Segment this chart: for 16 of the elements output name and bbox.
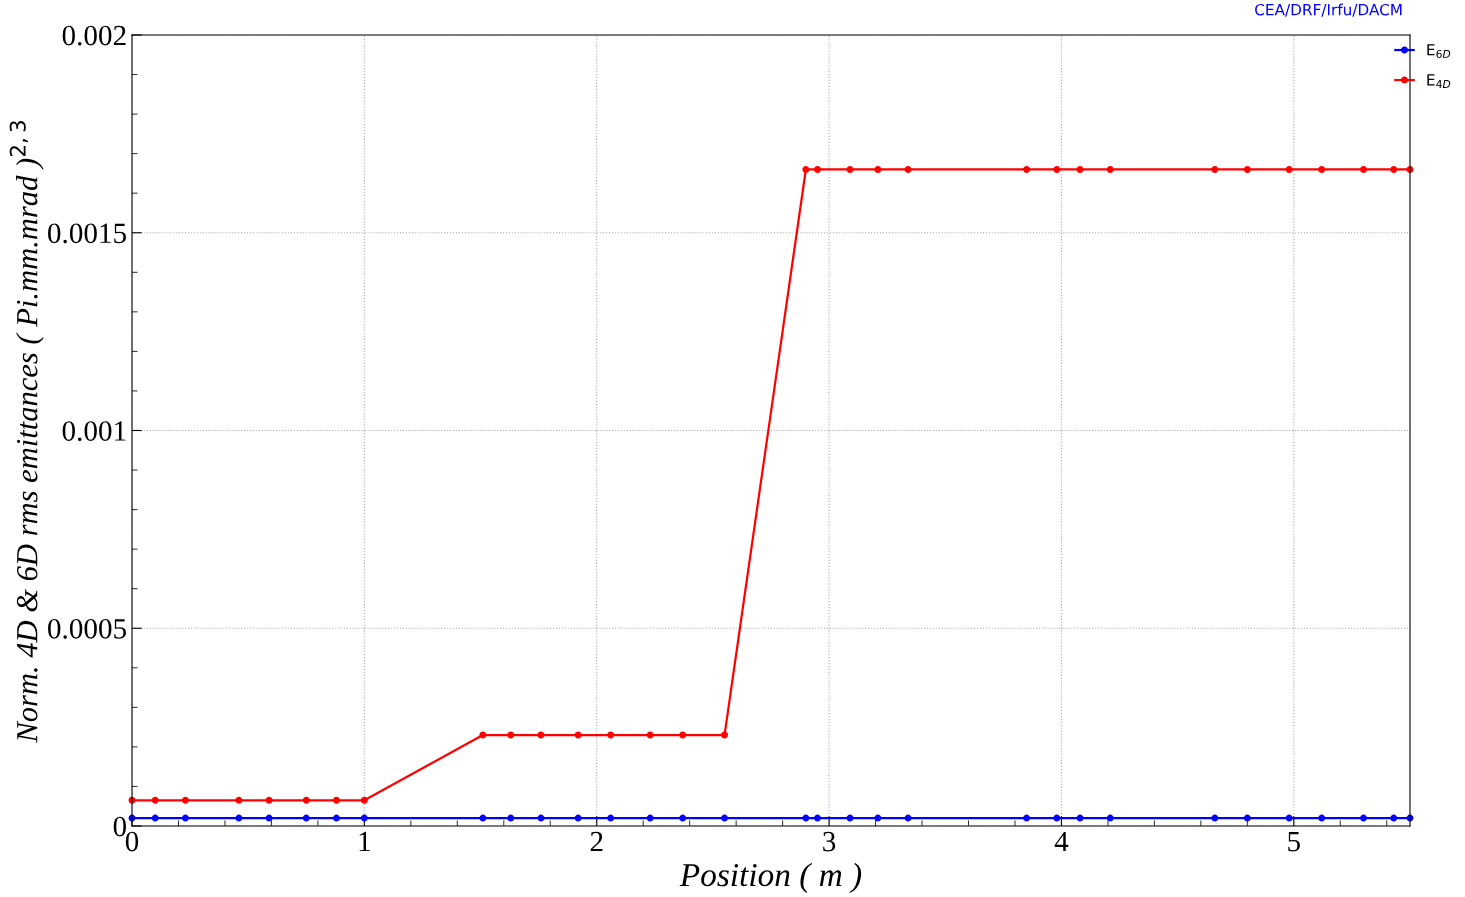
y-tick-label: 0.0005 <box>48 618 126 639</box>
legend-label: E$_{6D}$ <box>1427 44 1451 58</box>
x-tick-label: 3 <box>823 831 836 852</box>
x-axis-title: Position ( m ) <box>679 862 862 894</box>
y-axis-title: Norm. 4D & 6D rms emittances ( Pi.mm.mrad )$^{2,3}$ <box>9 121 44 743</box>
y-tick-label: 0.001 <box>62 421 126 442</box>
legend-label: E$_{4D}$ <box>1427 74 1451 88</box>
y-tick-label: 0.0015 <box>48 223 126 244</box>
x-tick-label: 4 <box>1054 831 1069 852</box>
text: CEA/DRF/Irfu/DACM <box>1255 3 1402 17</box>
y-tick-label: 0 <box>113 816 127 837</box>
x-tick-label: 0 <box>125 831 139 852</box>
x-tick-label: 1 <box>359 831 370 852</box>
x-tick-label: 2 <box>590 831 603 852</box>
x-tick-label: 5 <box>1288 832 1300 852</box>
y-tick-label: 0.002 <box>62 25 126 46</box>
